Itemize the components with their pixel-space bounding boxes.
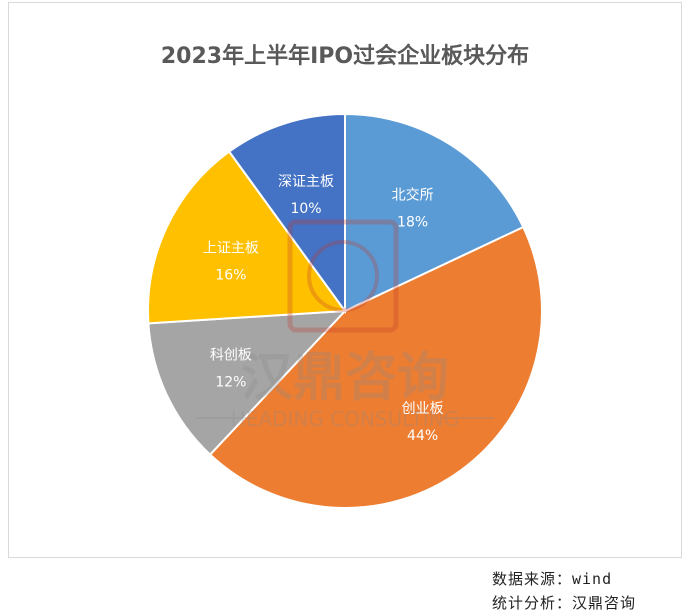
slice-category-label: 深证主板 <box>278 174 334 190</box>
slice-value-label: 12% <box>215 375 246 391</box>
slice-value-label: 44% <box>407 428 438 444</box>
watermark-brand: 汉鼎咨询 <box>241 348 449 408</box>
slice-value-label: 10% <box>290 201 321 217</box>
slice-value-label: 18% <box>397 215 428 231</box>
source-note: 数据来源：wind <box>492 568 612 589</box>
slice-category-label: 北交所 <box>392 187 434 204</box>
slice-category-label: 科创板 <box>210 348 252 364</box>
slice-category-label: 上证主板 <box>203 240 259 256</box>
analysis-note: 统计分析：汉鼎咨询 <box>492 592 636 613</box>
slice-category-label: 创业板 <box>402 401 444 417</box>
slice-value-label: 16% <box>215 267 246 283</box>
